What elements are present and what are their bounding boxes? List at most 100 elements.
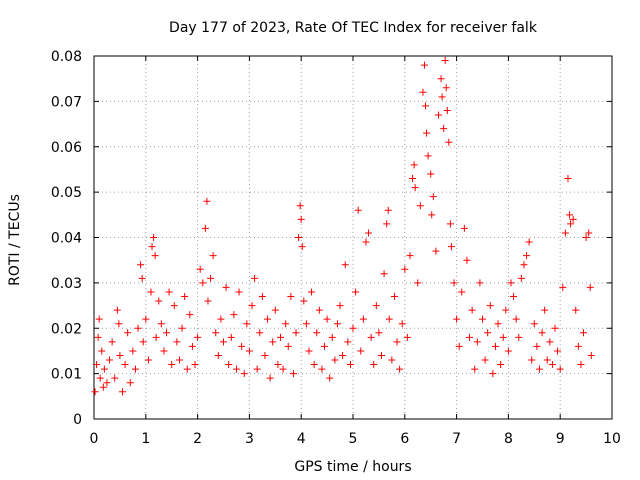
data-point	[535, 365, 543, 373]
data-point	[580, 329, 588, 337]
data-point	[121, 361, 129, 369]
data-point	[530, 320, 538, 328]
data-point	[438, 93, 446, 101]
data-point	[422, 102, 430, 110]
data-point	[129, 347, 137, 355]
data-point	[556, 365, 564, 373]
data-point	[359, 315, 367, 323]
data-point	[341, 261, 349, 269]
data-point	[398, 320, 406, 328]
data-point	[427, 170, 435, 178]
data-point	[298, 243, 306, 251]
data-point	[380, 270, 388, 278]
data-point	[414, 279, 422, 287]
data-point	[178, 324, 186, 332]
data-point	[424, 152, 432, 160]
data-point	[507, 279, 515, 287]
data-point	[486, 302, 494, 310]
data-point	[269, 338, 277, 346]
x-tick-label: 4	[297, 431, 306, 447]
data-point	[113, 306, 121, 314]
y-axis-label: ROTI / TECUs	[7, 194, 23, 286]
data-point	[103, 379, 111, 387]
data-point	[310, 361, 318, 369]
data-point	[315, 306, 323, 314]
data-point	[201, 224, 209, 232]
data-point	[406, 252, 414, 260]
data-point	[170, 302, 178, 310]
data-point	[367, 333, 375, 341]
data-point	[489, 370, 497, 378]
data-point	[157, 320, 165, 328]
data-point	[572, 306, 580, 314]
data-point	[138, 274, 146, 282]
y-tick-label: 0.08	[51, 49, 82, 65]
data-point	[152, 333, 160, 341]
data-point	[479, 315, 486, 323]
x-tick-label: 1	[141, 431, 150, 447]
data-point	[370, 361, 378, 369]
data-point	[466, 333, 474, 341]
data-point	[134, 324, 142, 332]
data-point	[432, 247, 440, 255]
data-point	[543, 356, 551, 364]
data-point	[473, 338, 481, 346]
data-point	[463, 256, 471, 264]
data-point	[96, 374, 104, 382]
data-point	[476, 279, 484, 287]
data-point	[292, 329, 300, 337]
x-axis-label: GPS time / hours	[294, 459, 411, 475]
data-point	[111, 374, 119, 382]
data-point	[235, 288, 243, 296]
data-point	[336, 302, 344, 310]
x-tick-label: 8	[504, 431, 513, 447]
data-point	[396, 365, 404, 373]
data-point	[326, 374, 334, 382]
data-point	[264, 315, 272, 323]
data-point	[497, 361, 505, 369]
data-point	[243, 320, 251, 328]
data-point	[115, 320, 123, 328]
data-point	[232, 365, 240, 373]
data-point	[253, 365, 261, 373]
data-point	[377, 351, 385, 359]
data-point	[274, 361, 282, 369]
data-point	[564, 175, 572, 183]
data-point	[227, 333, 235, 341]
data-point	[261, 351, 269, 359]
data-point	[137, 261, 145, 269]
data-point	[258, 292, 266, 300]
data-point	[349, 324, 357, 332]
data-point	[204, 297, 212, 305]
x-tick-label: 10	[603, 431, 621, 447]
data-point	[551, 324, 559, 332]
data-point	[217, 315, 225, 323]
data-point	[428, 211, 436, 219]
data-point	[409, 175, 417, 183]
data-point	[569, 215, 577, 223]
data-point	[385, 315, 393, 323]
data-point	[554, 347, 562, 355]
data-point	[471, 365, 479, 373]
data-point	[384, 206, 392, 214]
x-tick-label: 9	[556, 431, 565, 447]
data-point	[528, 356, 536, 364]
data-point	[410, 161, 418, 169]
data-point	[163, 329, 171, 337]
data-point	[468, 306, 476, 314]
data-point	[279, 365, 287, 373]
data-point	[106, 356, 114, 364]
data-point	[502, 306, 510, 314]
data-point	[491, 342, 499, 350]
grid-layer	[94, 56, 612, 419]
data-point	[567, 220, 575, 228]
data-point	[450, 279, 458, 287]
data-point	[446, 220, 454, 228]
data-point	[354, 206, 362, 214]
data-point	[284, 342, 292, 350]
data-point	[118, 388, 126, 396]
data-point	[308, 288, 316, 296]
data-point	[91, 388, 99, 396]
data-point	[248, 302, 256, 310]
data-point	[94, 333, 102, 341]
